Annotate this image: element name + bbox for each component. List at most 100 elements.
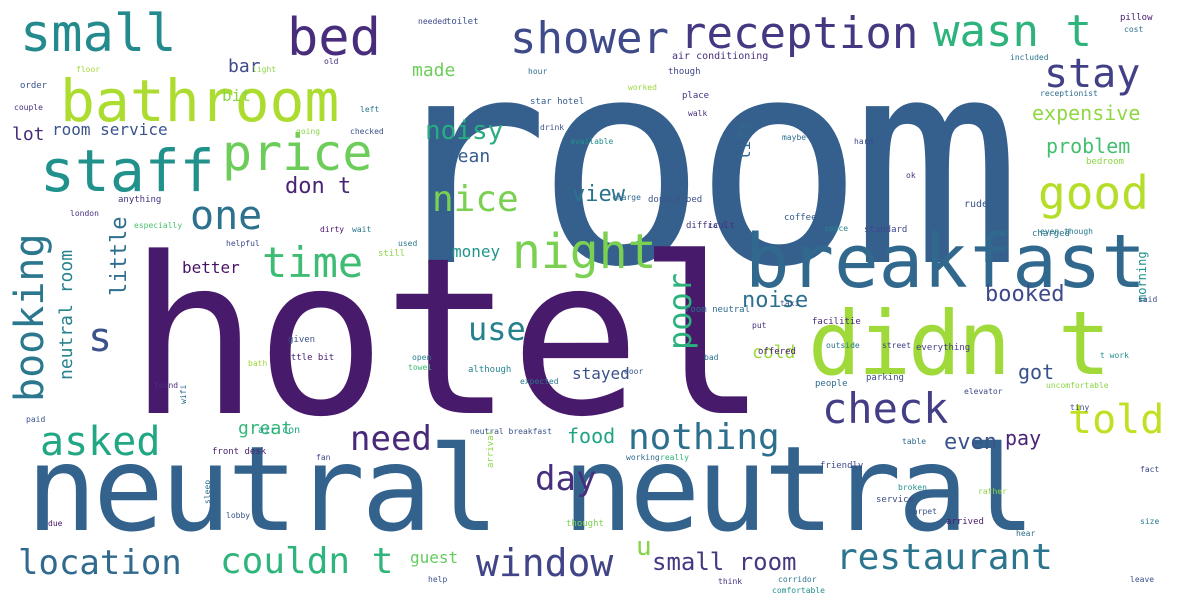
word-better: better — [182, 258, 240, 277]
word-paid: paid — [26, 415, 46, 424]
word-small: small — [20, 4, 177, 64]
word-difficult: difficult — [686, 221, 735, 231]
word-offered: offered — [758, 347, 796, 357]
word-checked: checked — [350, 127, 384, 136]
word-little: little — [107, 216, 132, 296]
word-service: service — [876, 495, 914, 505]
word-stay: stay — [1044, 51, 1141, 97]
word-rude: rude — [964, 199, 989, 210]
word-told: told — [1068, 397, 1165, 443]
word-left: left — [360, 105, 380, 114]
word-worked: worked — [628, 83, 657, 92]
word-bathroom: bathroom — [60, 67, 340, 135]
word-star-hotel: star hotel — [530, 97, 585, 107]
word-expensive: expensive — [1032, 101, 1141, 125]
word-door: door — [624, 367, 644, 376]
word-towel: towel — [408, 363, 433, 372]
word-even: even — [944, 430, 997, 455]
word-noisy: noisy — [425, 116, 504, 146]
word-staff: staff — [40, 137, 215, 205]
word-leave: leave — [1130, 575, 1155, 584]
word-help: help — [428, 575, 448, 584]
word-couldnt: couldn t — [220, 541, 394, 582]
word-bath: bath — [248, 359, 268, 368]
word-view: view — [572, 182, 625, 207]
word-charged: charged — [1032, 229, 1070, 239]
word-double-bed: double bed — [648, 195, 703, 205]
word-front-desk: front desk — [212, 447, 267, 457]
word-arrival: arrival — [486, 430, 496, 468]
word-arrived: arrived — [946, 517, 984, 527]
word-money: money — [452, 242, 501, 261]
word-tiny: tiny — [1070, 403, 1090, 412]
word-didnt: didn t — [808, 292, 1111, 395]
word-reception: reception — [680, 8, 919, 59]
word-location: location — [18, 543, 182, 583]
word-rather: rather — [978, 487, 1007, 496]
word-pay: pay — [1005, 426, 1042, 450]
word-stayed: stayed — [572, 364, 630, 383]
word-receptionist: receptionist — [1040, 89, 1098, 98]
word-place: place — [682, 91, 710, 101]
word-bedroom: bedroom — [1086, 157, 1124, 167]
word-table: table — [902, 437, 927, 446]
word-shower: shower — [510, 13, 669, 64]
word-carpet: carpet — [908, 507, 937, 516]
word-coffee: coffee — [784, 213, 817, 223]
word-given: given — [288, 335, 316, 345]
word-old: old — [324, 57, 339, 66]
word-guest: guest — [410, 548, 459, 567]
word-said: said — [1138, 295, 1158, 304]
word-working: working — [626, 453, 660, 462]
word-lobby: lobby — [226, 511, 251, 520]
word-outside: outside — [826, 341, 860, 350]
word-cost: cost — [1124, 25, 1144, 34]
word-hotel: hotel — [128, 212, 768, 465]
word-hard: hard — [854, 137, 874, 146]
word-fact: fact — [1140, 465, 1160, 474]
word-found: found — [154, 381, 179, 390]
word-friendly: friendly — [820, 461, 864, 471]
word-problem: problem — [1046, 134, 1131, 158]
word-t-work: t work — [1100, 351, 1129, 360]
word-available: available — [570, 137, 614, 146]
word-street: street — [882, 341, 911, 350]
word-lift: lift — [735, 121, 754, 160]
word-neutral-neutral: neutral neutral — [26, 420, 1036, 558]
word-wasnt: wasn t — [933, 6, 1092, 57]
word-drink: drink — [540, 123, 565, 132]
word-room: room — [378, 0, 1022, 330]
word-room-service: room service — [52, 120, 168, 139]
word-nothing: nothing — [628, 417, 780, 458]
word-great: great — [238, 418, 293, 439]
word-breakfast: breakfast — [745, 219, 1146, 305]
word-one: one — [190, 193, 263, 239]
word-need: need — [350, 419, 432, 459]
word-expected: expected — [520, 377, 559, 386]
word-restaurant: restaurant — [836, 537, 1053, 578]
word-corridor: corridor — [778, 575, 817, 584]
word-elevator: elevator — [964, 387, 1003, 396]
word-even-though: even though — [1040, 227, 1093, 236]
word-u: u — [636, 532, 652, 562]
word-sleep: sleep — [203, 479, 212, 504]
word-small-room: small room — [652, 548, 797, 576]
word-order: order — [20, 81, 48, 91]
word-due: due — [48, 519, 63, 528]
word-neutral-breakfast: neutral breakfast — [470, 427, 552, 436]
word-uncomfortable: uncomfortable — [1046, 381, 1109, 390]
word-dirty: dirty — [320, 225, 345, 234]
word-made: made — [412, 60, 456, 81]
word-room-neutral: room neutral — [685, 305, 751, 315]
word-food: food — [567, 424, 616, 448]
word-standard: standard — [864, 225, 908, 235]
word-open: open — [412, 353, 432, 362]
word-light: light — [252, 65, 277, 74]
word-toilet: toilet — [446, 17, 479, 27]
word-little-bit: little bit — [280, 353, 335, 363]
word-going: going — [296, 127, 321, 136]
word-wait: wait — [352, 225, 372, 234]
word-lot: lot — [12, 124, 45, 145]
word-london: london — [70, 209, 99, 218]
